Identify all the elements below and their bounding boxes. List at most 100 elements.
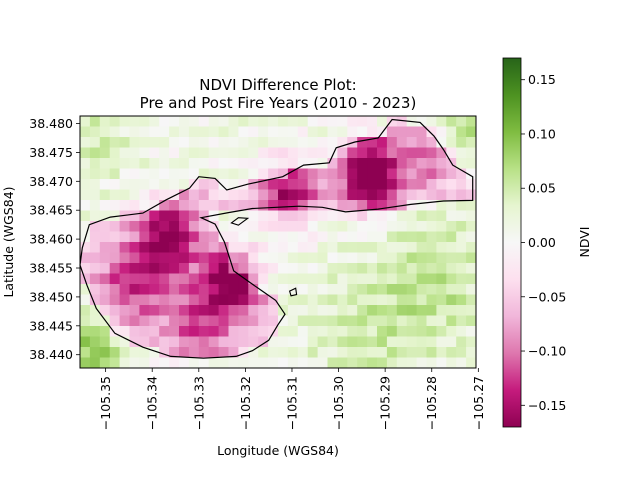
heatmap-cell	[307, 315, 318, 327]
heatmap-cell	[99, 147, 111, 159]
x-tick-label: −105.32	[238, 376, 253, 430]
colorbar-label: NDVI	[577, 227, 592, 258]
heatmap-cell	[109, 179, 120, 190]
heatmap-cell	[377, 168, 388, 180]
heatmap-cell	[258, 210, 269, 222]
heatmap-cell	[297, 294, 309, 306]
heatmap-cell	[218, 116, 229, 127]
heatmap-cell	[268, 126, 279, 138]
heatmap-cell	[198, 294, 210, 306]
heatmap-cell	[466, 168, 477, 180]
heatmap-cell	[268, 252, 279, 264]
heatmap-cell	[456, 200, 467, 211]
heatmap-cell	[80, 168, 91, 180]
heatmap-cell	[317, 305, 328, 316]
heatmap-cell	[89, 210, 101, 222]
heatmap-cell	[159, 126, 170, 138]
chart-title-line2: Pre and Post Fire Years (2010 - 2023)	[140, 94, 417, 112]
heatmap-cell	[248, 357, 259, 369]
heatmap-cell	[179, 263, 190, 274]
heatmap-cell	[208, 242, 219, 253]
heatmap-cell	[159, 189, 170, 201]
heatmap-cell	[436, 294, 447, 306]
heatmap-cell	[208, 357, 219, 369]
heatmap-cell	[129, 294, 140, 306]
heatmap-cell	[396, 221, 408, 232]
heatmap-cell	[367, 179, 378, 190]
heatmap-cell	[287, 347, 299, 358]
heatmap-cell	[208, 221, 219, 232]
heatmap-cell	[159, 273, 170, 285]
heatmap-cell	[149, 336, 160, 348]
heatmap-cell	[327, 200, 338, 211]
heatmap-cell	[416, 168, 427, 180]
heatmap-cell	[129, 126, 140, 138]
heatmap-cell	[446, 357, 457, 369]
heatmap-cell	[357, 179, 368, 190]
heatmap-cell	[287, 147, 299, 159]
heatmap-cell	[357, 284, 368, 295]
heatmap-cell	[159, 305, 170, 316]
heatmap-cell	[337, 305, 348, 316]
heatmap-cell	[109, 263, 120, 274]
heatmap-cell	[258, 231, 269, 243]
heatmap-cell	[248, 294, 259, 306]
heatmap-cell	[139, 189, 150, 201]
heatmap-cell	[367, 147, 378, 159]
heatmap-cell	[179, 305, 190, 316]
heatmap-cell	[129, 200, 140, 211]
heatmap-cell	[109, 221, 120, 232]
heatmap-cell	[149, 179, 160, 190]
heatmap-cell	[258, 137, 269, 148]
heatmap-cell	[248, 116, 259, 127]
heatmap-cell	[89, 231, 101, 243]
heatmap-cell	[436, 189, 447, 201]
heatmap-cell	[188, 263, 200, 274]
heatmap-cell	[347, 147, 358, 159]
heatmap-cell	[218, 137, 229, 148]
heatmap-cell	[416, 189, 427, 201]
heatmap-cell	[159, 284, 170, 295]
heatmap-cell	[80, 200, 91, 211]
heatmap-cell	[278, 294, 289, 306]
heatmap-cell	[169, 242, 180, 253]
heatmap-cell	[337, 116, 348, 127]
heatmap-cell	[278, 347, 289, 358]
heatmap-cell	[149, 116, 160, 127]
heatmap-cell	[367, 126, 378, 138]
heatmap-cell	[99, 326, 111, 337]
heatmap-cell	[159, 168, 170, 180]
heatmap-cell	[367, 315, 378, 327]
heatmap-cell	[466, 221, 477, 232]
heatmap-cell	[377, 336, 388, 348]
heatmap-cell	[347, 326, 358, 337]
heatmap-cell	[198, 168, 210, 180]
heatmap-cell	[139, 126, 150, 138]
heatmap-cell	[248, 242, 259, 253]
heatmap-cell	[307, 179, 318, 190]
heatmap-cell	[139, 116, 150, 127]
heatmap-cell	[268, 347, 279, 358]
heatmap-cell	[278, 284, 289, 295]
heatmap-cell	[119, 210, 130, 222]
heatmap-cell	[347, 294, 358, 306]
heatmap-cell	[386, 305, 398, 316]
heatmap-cell	[317, 336, 328, 348]
heatmap-cell	[436, 210, 447, 222]
heatmap-cell	[406, 179, 417, 190]
heatmap-cell	[149, 231, 160, 243]
heatmap-cell	[258, 336, 269, 348]
heatmap-cell	[406, 242, 417, 253]
heatmap-cell	[89, 200, 101, 211]
heatmap-cell	[258, 347, 269, 358]
heatmap-cell	[188, 179, 200, 190]
heatmap-cell	[396, 116, 408, 127]
heatmap-cell	[456, 336, 467, 348]
heatmap-cell	[396, 294, 408, 306]
heatmap-cell	[109, 336, 120, 348]
heatmap-cell	[367, 305, 378, 316]
heatmap-cell	[228, 252, 239, 264]
heatmap-cell	[317, 315, 328, 327]
heatmap-cell	[377, 315, 388, 327]
heatmap-cell	[99, 242, 111, 253]
